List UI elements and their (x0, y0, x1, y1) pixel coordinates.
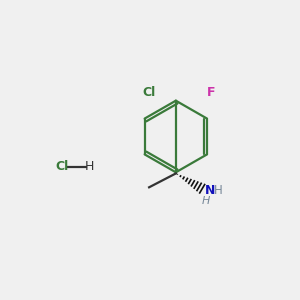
Text: Cl: Cl (55, 160, 68, 173)
Text: N: N (205, 184, 215, 197)
Text: H: H (214, 184, 223, 197)
Text: Cl: Cl (142, 86, 156, 99)
Text: F: F (206, 86, 215, 99)
Text: H: H (202, 196, 210, 206)
Text: H: H (85, 160, 94, 173)
